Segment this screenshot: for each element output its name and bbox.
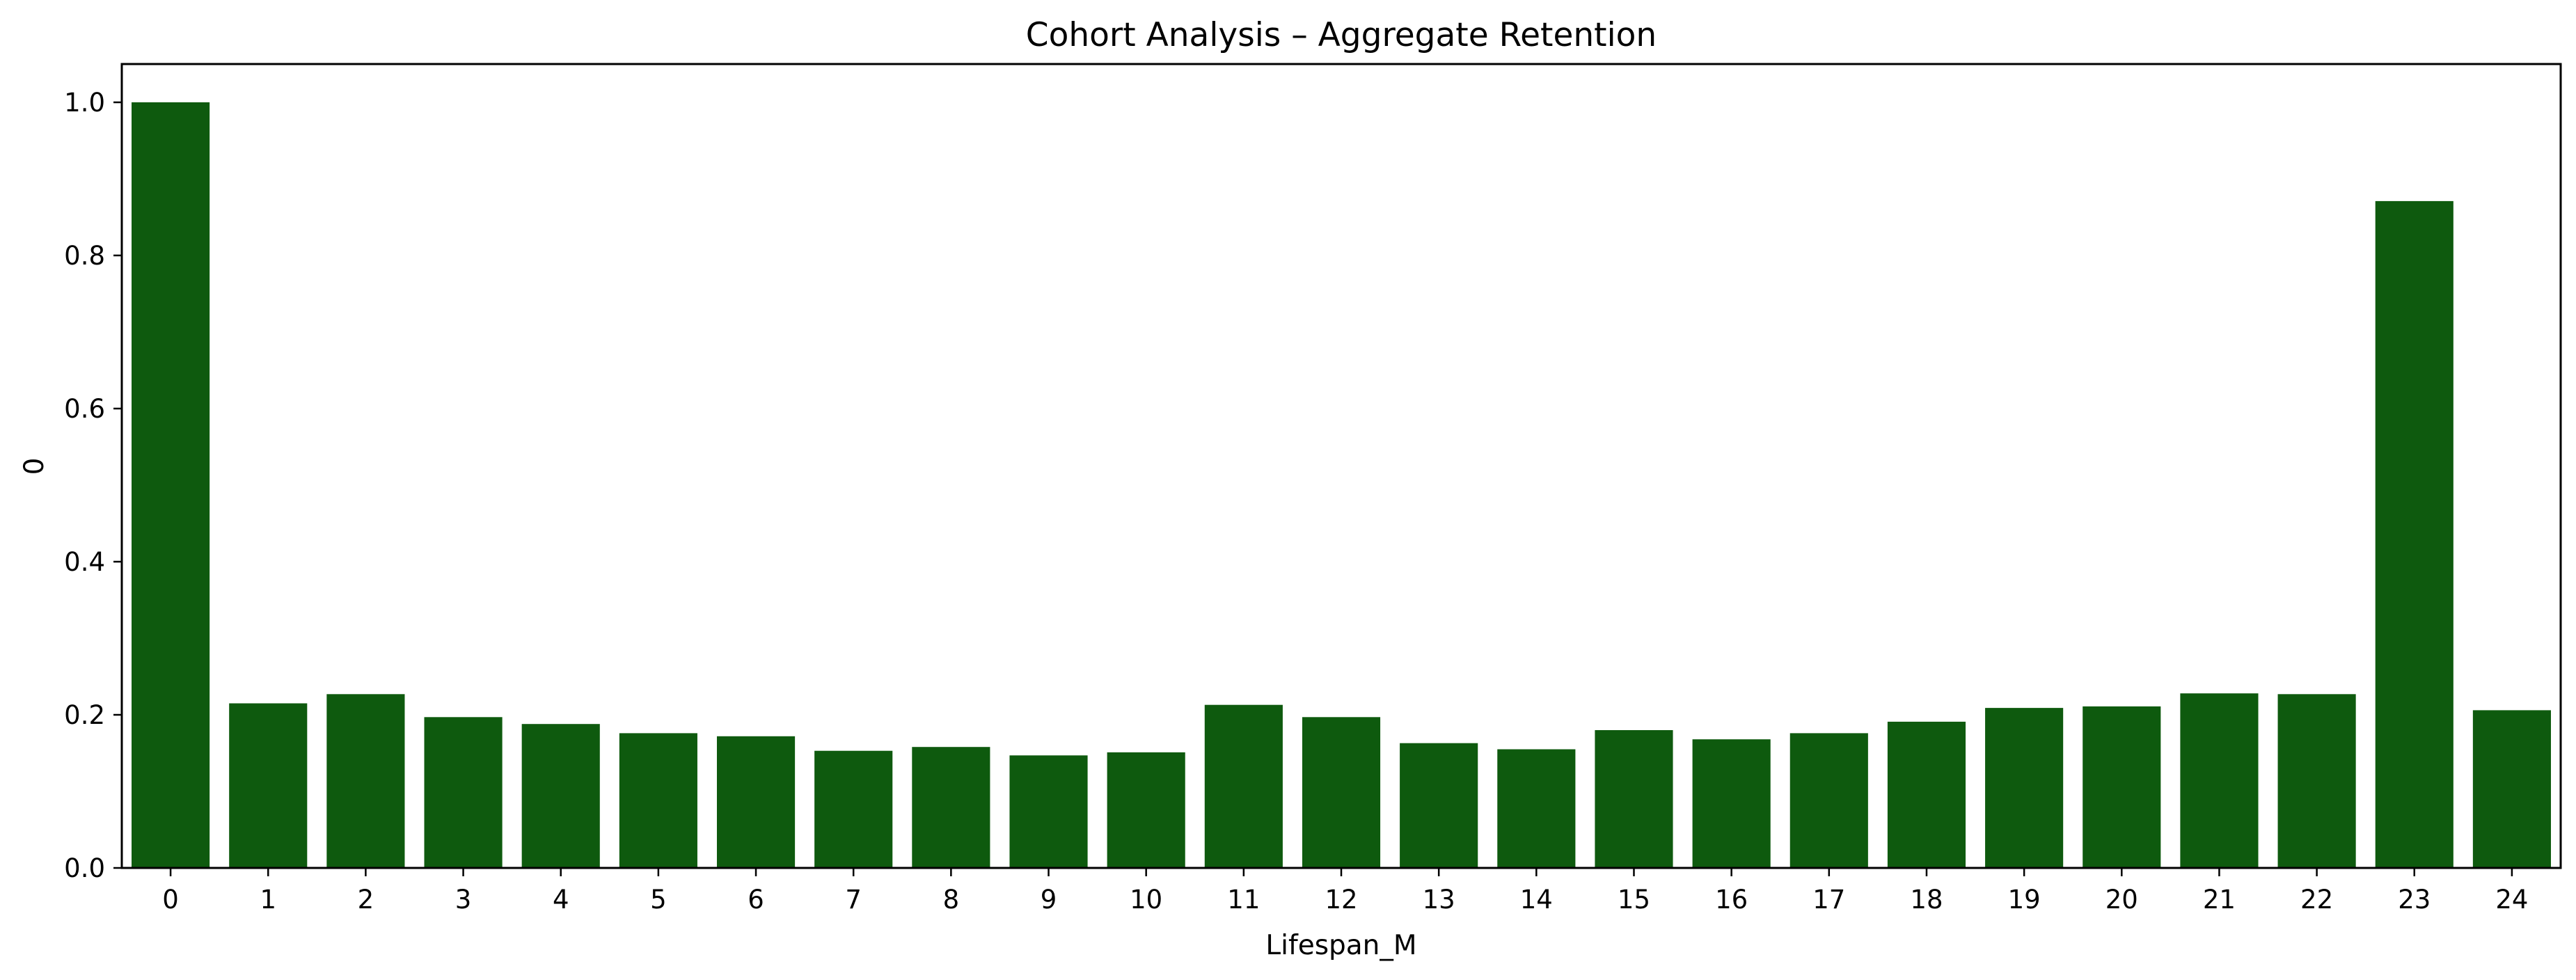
x-tick-label-7: 7 — [845, 885, 862, 915]
y-tick-label-1: 0.2 — [64, 700, 105, 730]
x-tick-label-14: 14 — [1520, 885, 1553, 915]
x-tick-label-18: 18 — [1910, 885, 1943, 915]
bar-6 — [716, 736, 796, 868]
bar-9 — [1009, 755, 1088, 868]
bar-12 — [1302, 717, 1381, 868]
bars-group — [132, 102, 2551, 868]
x-axis-title: Lifespan_M — [1265, 930, 1416, 961]
x-tick-label-15: 15 — [1618, 885, 1650, 915]
x-tick-label-1: 1 — [260, 885, 276, 915]
x-tick-label-11: 11 — [1227, 885, 1260, 915]
bar-23 — [2375, 200, 2453, 868]
x-tick-label-4: 4 — [553, 885, 569, 915]
bar-7 — [814, 750, 893, 868]
x-tick-label-10: 10 — [1130, 885, 1162, 915]
bar-8 — [912, 747, 990, 868]
x-tick-label-2: 2 — [358, 885, 374, 915]
bar-18 — [1887, 721, 1966, 868]
plot-frame — [120, 63, 2562, 869]
x-tick-label-16: 16 — [1715, 885, 1748, 915]
x-tick-label-5: 5 — [650, 885, 667, 915]
bar-1 — [229, 703, 308, 868]
x-tick-label-24: 24 — [2495, 885, 2528, 915]
x-tick-label-9: 9 — [1041, 885, 1057, 915]
y-tick-label-5: 1.0 — [64, 88, 105, 118]
y-axis-title: 0 — [19, 458, 50, 475]
x-tick-label-22: 22 — [2300, 885, 2333, 915]
bar-14 — [1497, 749, 1576, 868]
chart-title: Cohort Analysis – Aggregate Retention — [1026, 16, 1657, 54]
x-tick-label-3: 3 — [455, 885, 472, 915]
y-tick-label-4: 0.8 — [64, 241, 105, 271]
y-tick-label-2: 0.4 — [64, 547, 105, 577]
bar-24 — [2472, 710, 2551, 868]
x-tick-label-21: 21 — [2203, 885, 2236, 915]
x-axis-ticks: 0 1 2 3 4 5 6 7 8 9 10 11 12 13 14 15 16 17 18 19 20 21 22 23 24 — [162, 868, 2528, 915]
bar-15 — [1595, 730, 1673, 868]
bar-21 — [2180, 693, 2259, 868]
x-tick-label-6: 6 — [748, 885, 764, 915]
bar-4 — [521, 724, 600, 868]
bar-22 — [2277, 694, 2356, 868]
y-axis-ticks: 0.0 0.2 0.4 0.6 0.8 1.0 — [64, 88, 122, 883]
x-tick-label-20: 20 — [2105, 885, 2138, 915]
y-tick-label-0: 0.0 — [64, 853, 105, 883]
x-tick-label-17: 17 — [1812, 885, 1845, 915]
x-tick-label-12: 12 — [1325, 885, 1357, 915]
bar-16 — [1692, 739, 1771, 868]
bar-5 — [619, 733, 697, 868]
x-tick-label-8: 8 — [943, 885, 960, 915]
bar-13 — [1400, 743, 1478, 868]
bar-20 — [2083, 706, 2161, 868]
x-tick-label-19: 19 — [2008, 885, 2041, 915]
x-tick-label-13: 13 — [1423, 885, 1455, 915]
x-tick-label-23: 23 — [2398, 885, 2431, 915]
y-tick-label-3: 0.6 — [64, 394, 105, 424]
bar-3 — [424, 717, 503, 868]
bar-11 — [1204, 704, 1283, 868]
bar-10 — [1107, 752, 1185, 868]
bar-2 — [326, 694, 405, 868]
bar-17 — [1789, 733, 1868, 868]
bar-19 — [1985, 708, 2064, 868]
bar-0 — [132, 102, 210, 868]
x-tick-label-0: 0 — [162, 885, 179, 915]
